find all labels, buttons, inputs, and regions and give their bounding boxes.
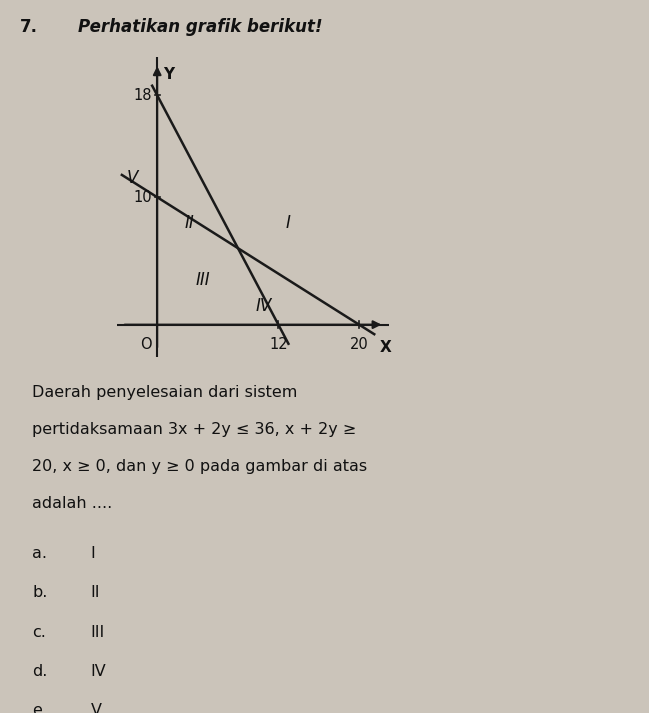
- Text: III: III: [91, 625, 105, 640]
- Text: II: II: [184, 214, 195, 232]
- Text: X: X: [379, 340, 391, 355]
- Text: V: V: [127, 169, 138, 187]
- Text: e.: e.: [32, 703, 47, 713]
- Text: I: I: [286, 214, 291, 232]
- Text: V: V: [91, 703, 102, 713]
- Text: pertidaksamaan 3x + 2y ≤ 36, x + 2y ≥: pertidaksamaan 3x + 2y ≤ 36, x + 2y ≥: [32, 422, 357, 437]
- Text: Daerah penyelesaian dari sistem: Daerah penyelesaian dari sistem: [32, 385, 298, 400]
- Text: O: O: [141, 337, 152, 352]
- Text: 12: 12: [269, 337, 288, 352]
- Text: 18: 18: [134, 88, 152, 103]
- Text: Y: Y: [164, 67, 175, 82]
- Text: 10: 10: [134, 190, 152, 205]
- Text: I: I: [91, 546, 95, 561]
- Text: IV: IV: [255, 297, 271, 314]
- Text: IV: IV: [91, 664, 106, 679]
- Text: c.: c.: [32, 625, 46, 640]
- Text: b.: b.: [32, 585, 48, 600]
- Text: II: II: [91, 585, 101, 600]
- Text: d.: d.: [32, 664, 48, 679]
- Text: Perhatikan grafik berikut!: Perhatikan grafik berikut!: [78, 18, 323, 36]
- Text: III: III: [195, 271, 210, 289]
- Text: 20, x ≥ 0, dan y ≥ 0 pada gambar di atas: 20, x ≥ 0, dan y ≥ 0 pada gambar di atas: [32, 459, 367, 474]
- Text: a.: a.: [32, 546, 47, 561]
- Text: 20: 20: [350, 337, 369, 352]
- Text: adalah ....: adalah ....: [32, 496, 113, 511]
- Text: 7.: 7.: [19, 18, 38, 36]
